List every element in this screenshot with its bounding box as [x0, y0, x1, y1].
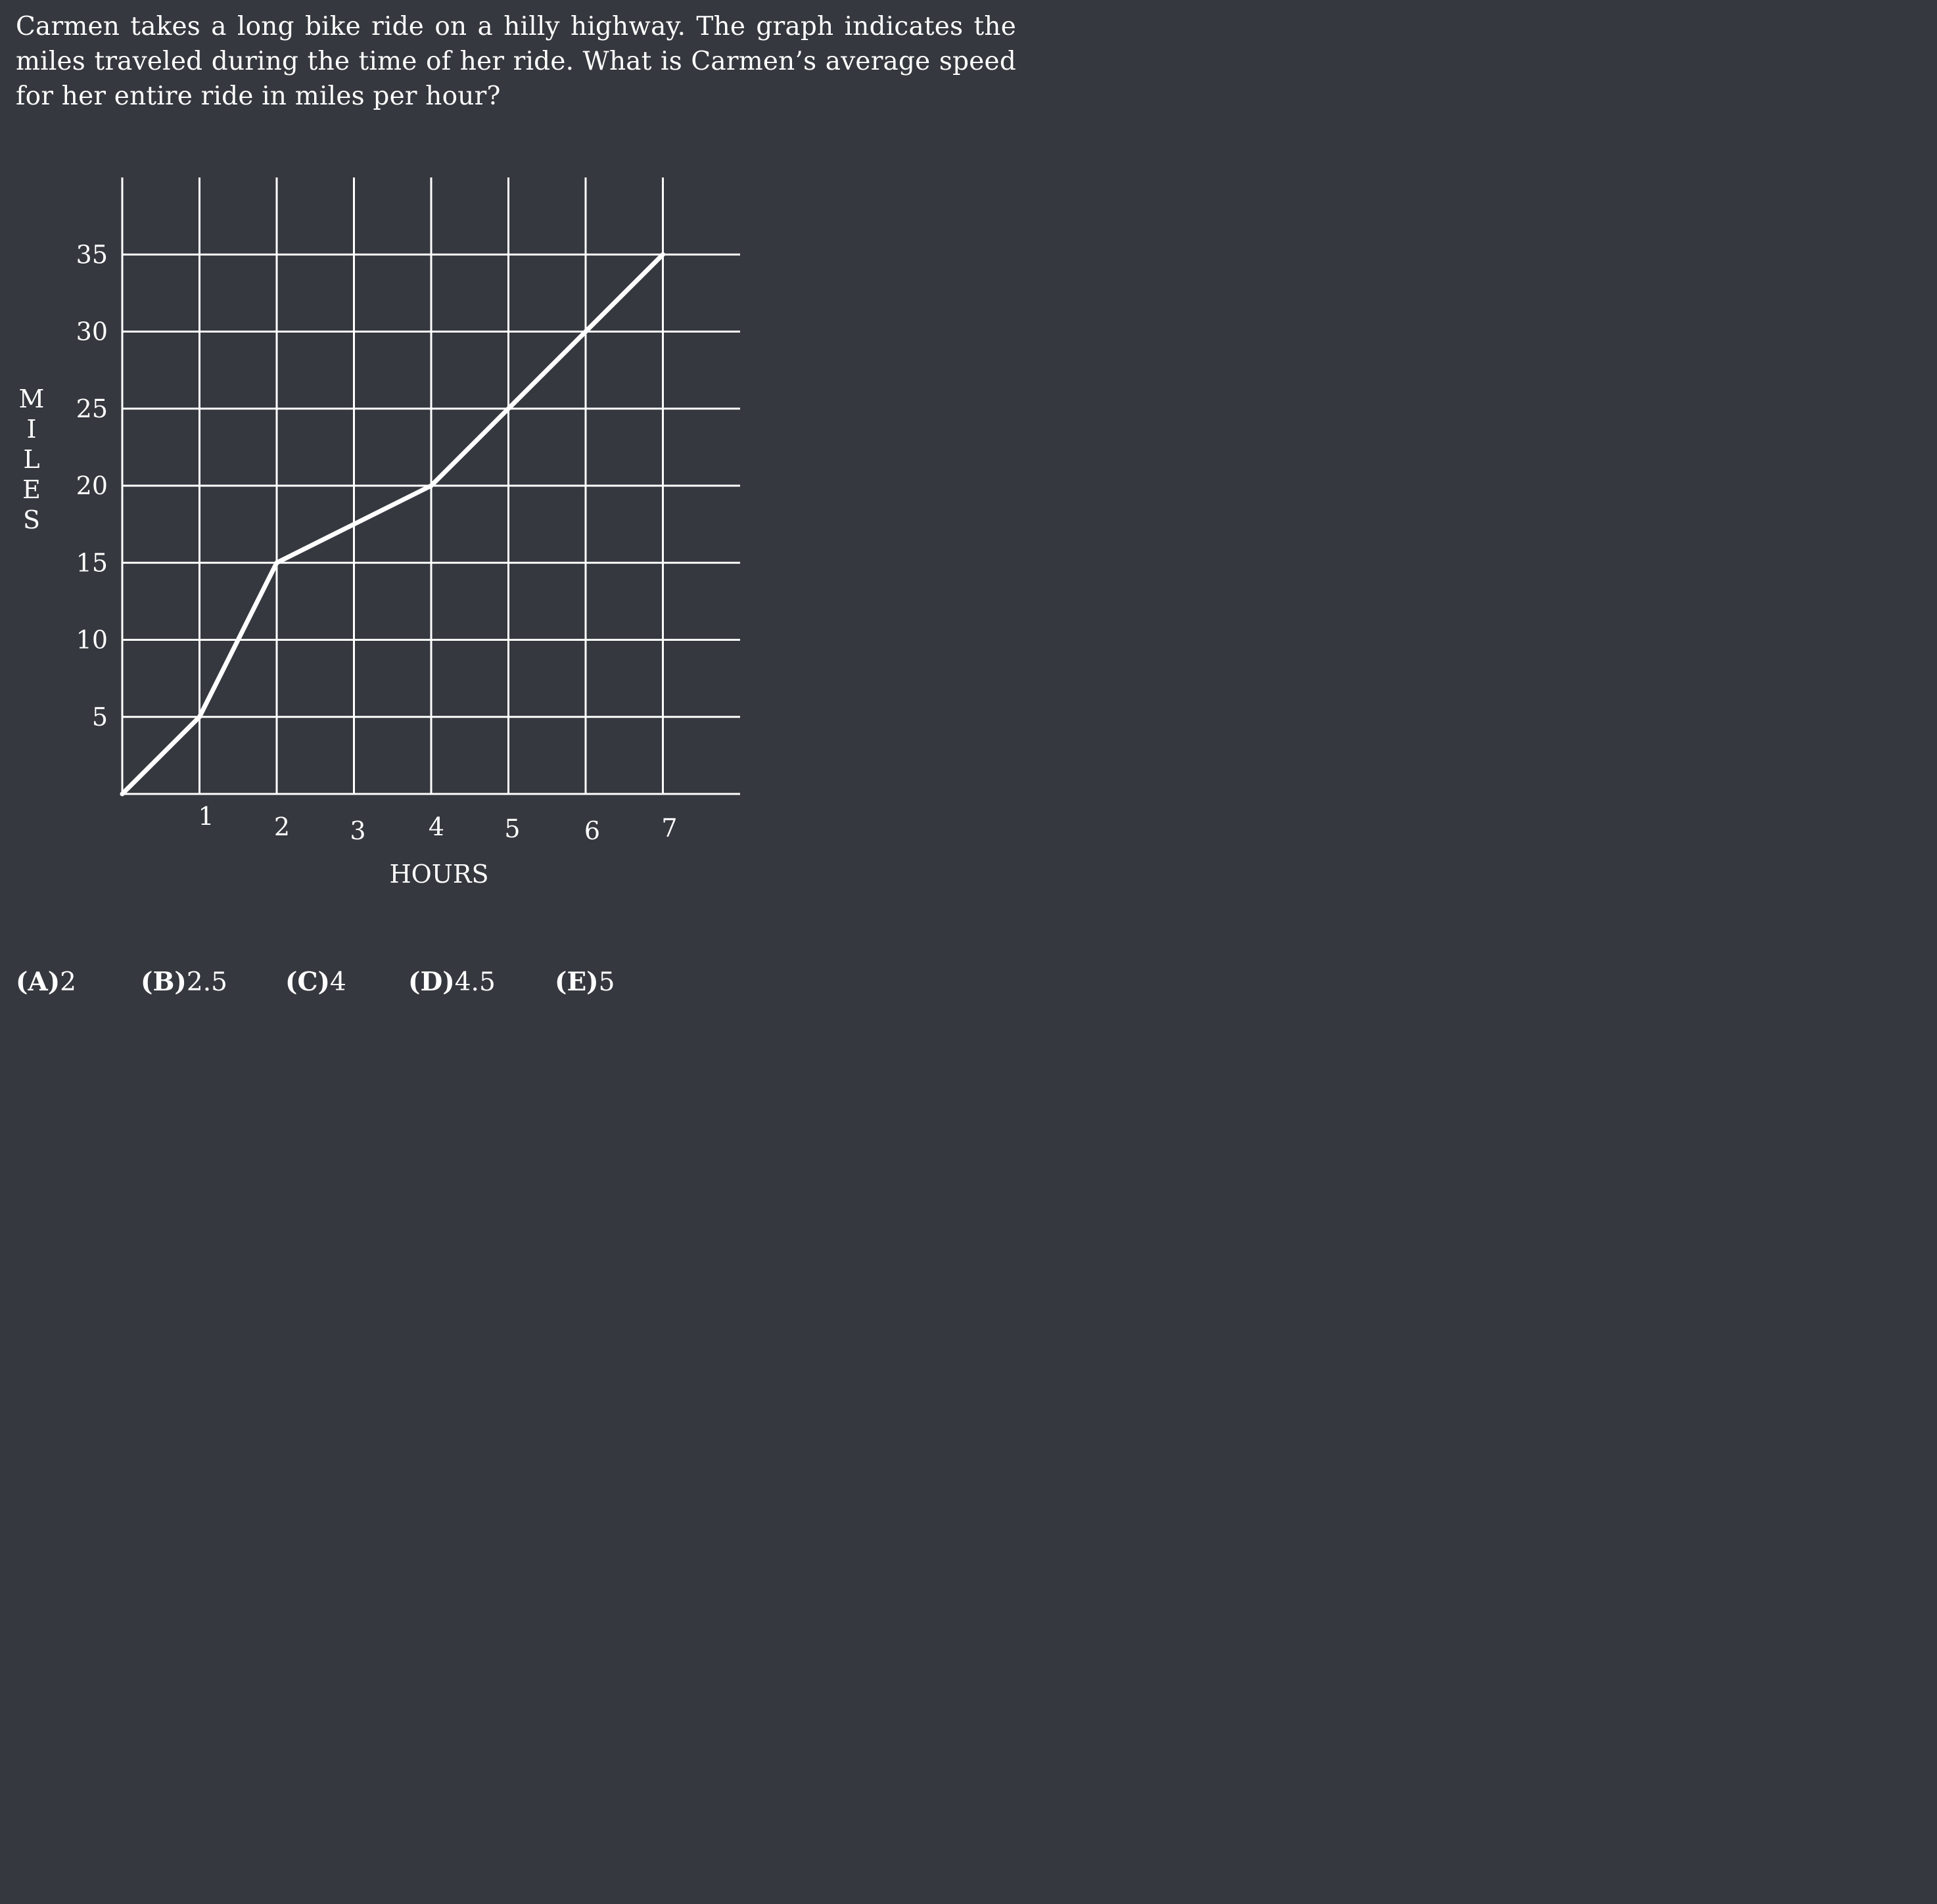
- chart-tick-labels: 1 2 3 4 5 6 7 5 10 15 20 25 30 35: [76, 240, 678, 845]
- x-tick-label-7: 7: [661, 814, 677, 843]
- choice-letter: (B): [141, 967, 187, 997]
- choice-letter: (E): [555, 967, 599, 997]
- data-point-2: [275, 561, 279, 565]
- x-tick-label-3: 3: [350, 816, 365, 845]
- y-axis-label-letter: I: [26, 415, 37, 444]
- data-point-0: [120, 792, 124, 796]
- data-point-6: [584, 329, 588, 334]
- y-axis-label-letter: E: [22, 475, 41, 504]
- y-tick-label-25: 25: [76, 394, 108, 423]
- y-tick-label-35: 35: [76, 240, 108, 269]
- data-point-7: [661, 252, 665, 257]
- miles-vs-hours-chart: 1 2 3 4 5 6 7 5 10 15 20 25 30 35 HOURS: [76, 177, 740, 889]
- data-point-3: [352, 522, 356, 526]
- y-tick-label-10: 10: [76, 626, 108, 655]
- chart-series: [120, 252, 665, 797]
- answer-choice-d[interactable]: (D)4.5: [408, 964, 496, 1001]
- y-tick-label-5: 5: [92, 703, 108, 731]
- choice-value: 4: [329, 967, 346, 997]
- question-text: Carmen takes a long bike ride on a hilly…: [16, 12, 1016, 111]
- answer-choice-a[interactable]: (A)2: [16, 964, 76, 1001]
- data-point-1: [197, 714, 202, 719]
- y-axis-label-letter: M: [18, 384, 45, 413]
- answer-choice-c[interactable]: (C)4: [285, 964, 346, 1001]
- data-point-5: [506, 406, 511, 411]
- series-line-0: [120, 252, 665, 797]
- choice-letter: (C): [285, 967, 330, 997]
- answer-choice-b[interactable]: (B)2.5: [141, 964, 227, 1001]
- y-axis-label-letter: L: [23, 445, 40, 474]
- choice-value: 2.5: [186, 967, 227, 997]
- data-point-4: [429, 484, 433, 488]
- x-tick-label-1: 1: [198, 802, 214, 831]
- choice-value: 5: [598, 967, 615, 997]
- x-tick-label-6: 6: [584, 816, 600, 845]
- x-tick-label-2: 2: [274, 812, 290, 841]
- x-tick-label-5: 5: [504, 814, 520, 843]
- y-tick-label-30: 30: [76, 317, 108, 346]
- chart-axes: [121, 177, 740, 795]
- x-tick-label-4: 4: [429, 812, 444, 841]
- y-axis-label-letter: S: [22, 505, 41, 534]
- choice-letter: (D): [408, 967, 455, 997]
- y-tick-label-20: 20: [76, 471, 108, 500]
- y-tick-label-15: 15: [76, 548, 108, 577]
- choice-letter: (A): [16, 967, 60, 997]
- choice-value: 2: [60, 967, 76, 997]
- choice-value: 4.5: [454, 967, 496, 997]
- x-axis-label: HOURS: [390, 860, 489, 889]
- answer-choice-e[interactable]: (E)5: [555, 964, 615, 1001]
